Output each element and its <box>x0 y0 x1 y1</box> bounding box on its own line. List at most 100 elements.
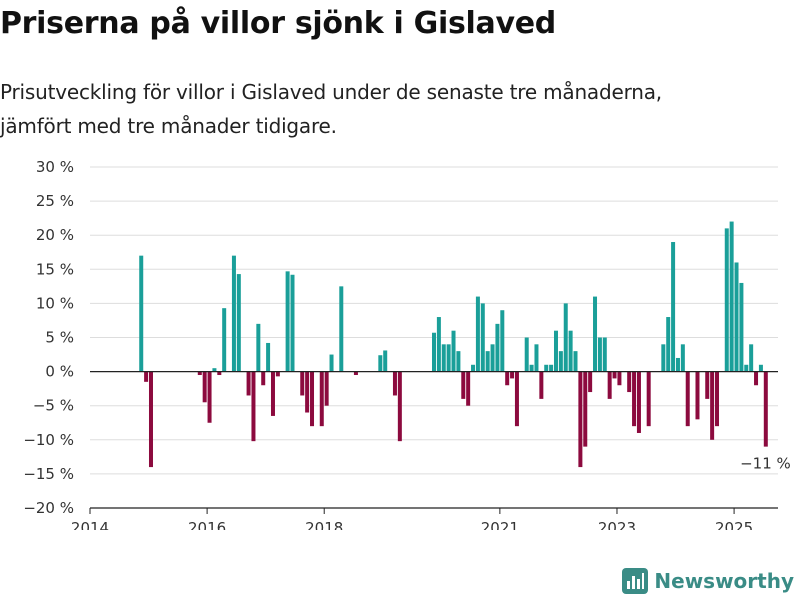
bar <box>197 371 202 376</box>
bar <box>480 303 485 372</box>
bar <box>485 351 490 372</box>
bar <box>246 371 251 396</box>
bar <box>671 242 676 372</box>
bar <box>549 364 554 372</box>
bar <box>539 371 544 399</box>
y-tick-label: −5 % <box>33 397 74 415</box>
bar <box>763 371 768 447</box>
bar <box>261 371 266 386</box>
y-tick-label: −15 % <box>23 465 74 483</box>
bar <box>397 371 402 442</box>
y-tick-label: 10 % <box>36 294 74 312</box>
bar <box>392 371 397 396</box>
x-tick-label: 2014 <box>71 519 109 530</box>
bars <box>139 221 768 468</box>
bar <box>236 274 241 372</box>
bar <box>466 371 471 406</box>
bar <box>612 371 617 379</box>
x-axis: 2014 2016 2018 2021 2023 2025 <box>71 507 778 530</box>
y-tick-label: −20 % <box>23 499 74 517</box>
bar <box>568 330 573 372</box>
bar <box>231 255 236 372</box>
y-tick-label: −10 % <box>23 431 74 449</box>
bar <box>310 371 315 427</box>
bar <box>251 371 256 442</box>
bar <box>305 371 310 413</box>
bar <box>588 371 593 393</box>
bar <box>563 303 568 372</box>
brand-logo: Newsworthy <box>622 568 794 594</box>
bar <box>290 274 295 372</box>
bar <box>339 286 344 372</box>
y-tick-label: 0 % <box>45 363 74 381</box>
bar <box>524 337 529 372</box>
bar <box>222 308 227 372</box>
bar <box>148 371 153 468</box>
x-tick-label: 2021 <box>481 519 519 530</box>
bar <box>329 354 334 372</box>
x-tick-label: 2025 <box>715 519 753 530</box>
y-tick-label: 30 % <box>36 158 74 176</box>
y-tick-label: 25 % <box>36 192 74 210</box>
bar <box>495 323 500 372</box>
x-tick-label: 2023 <box>598 519 636 530</box>
bar <box>275 371 280 377</box>
bar <box>685 371 690 427</box>
bar <box>266 342 271 372</box>
bar <box>593 296 598 372</box>
bar <box>729 221 734 372</box>
bar <box>324 371 329 406</box>
bar <box>500 310 505 372</box>
bar <box>724 228 729 372</box>
y-axis-tick-labels: −20 % −15 % −10 % −5 % 0 % 5 % 10 % 15 % 20 % 25 … <box>23 158 74 517</box>
bar <box>544 364 549 372</box>
chart-title: Priserna på villor sjönk i Gislaved <box>0 6 556 41</box>
bar <box>675 357 680 372</box>
x-tick-label: 2016 <box>188 519 226 530</box>
bar <box>695 371 700 420</box>
bar <box>744 364 749 372</box>
y-tick-label: 5 % <box>45 329 74 347</box>
bar <box>451 330 456 372</box>
bar <box>300 371 305 396</box>
bar <box>490 344 495 372</box>
bar <box>383 350 388 372</box>
bar <box>646 371 651 427</box>
bar <box>514 371 519 427</box>
x-tick-label: 2018 <box>305 519 343 530</box>
bar <box>553 330 558 372</box>
bar <box>436 317 441 372</box>
bar <box>256 323 261 372</box>
last-value-label: −11 % <box>740 454 791 472</box>
bar <box>217 371 222 376</box>
bar <box>749 344 754 372</box>
bar <box>617 371 622 386</box>
bar <box>432 332 436 372</box>
bar <box>583 371 588 447</box>
newsworthy-logo-icon <box>622 568 649 594</box>
bar <box>710 371 715 440</box>
bar <box>207 371 212 423</box>
chart-subtitle-line-1: Prisutveckling för villor i Gislaved und… <box>0 80 662 104</box>
bar <box>602 337 607 372</box>
bar <box>475 296 480 372</box>
bar <box>212 368 217 372</box>
bar <box>456 351 461 372</box>
bar <box>471 364 476 372</box>
bar <box>597 337 602 372</box>
bar <box>632 371 637 427</box>
bar <box>534 344 539 372</box>
bar <box>378 355 383 372</box>
bar <box>144 371 149 382</box>
bar-chart: −20 % −15 % −10 % −5 % 0 % 5 % 10 % 15 % 20 % 25 … <box>23 158 791 530</box>
brand-name: Newsworthy <box>654 569 794 593</box>
bar <box>446 344 451 372</box>
bar <box>353 371 358 376</box>
bar <box>558 351 563 372</box>
bar <box>754 371 759 386</box>
y-tick-label: 20 % <box>36 226 74 244</box>
bar <box>573 351 578 372</box>
bar <box>758 364 763 372</box>
bar <box>319 371 324 427</box>
bar <box>734 262 739 372</box>
